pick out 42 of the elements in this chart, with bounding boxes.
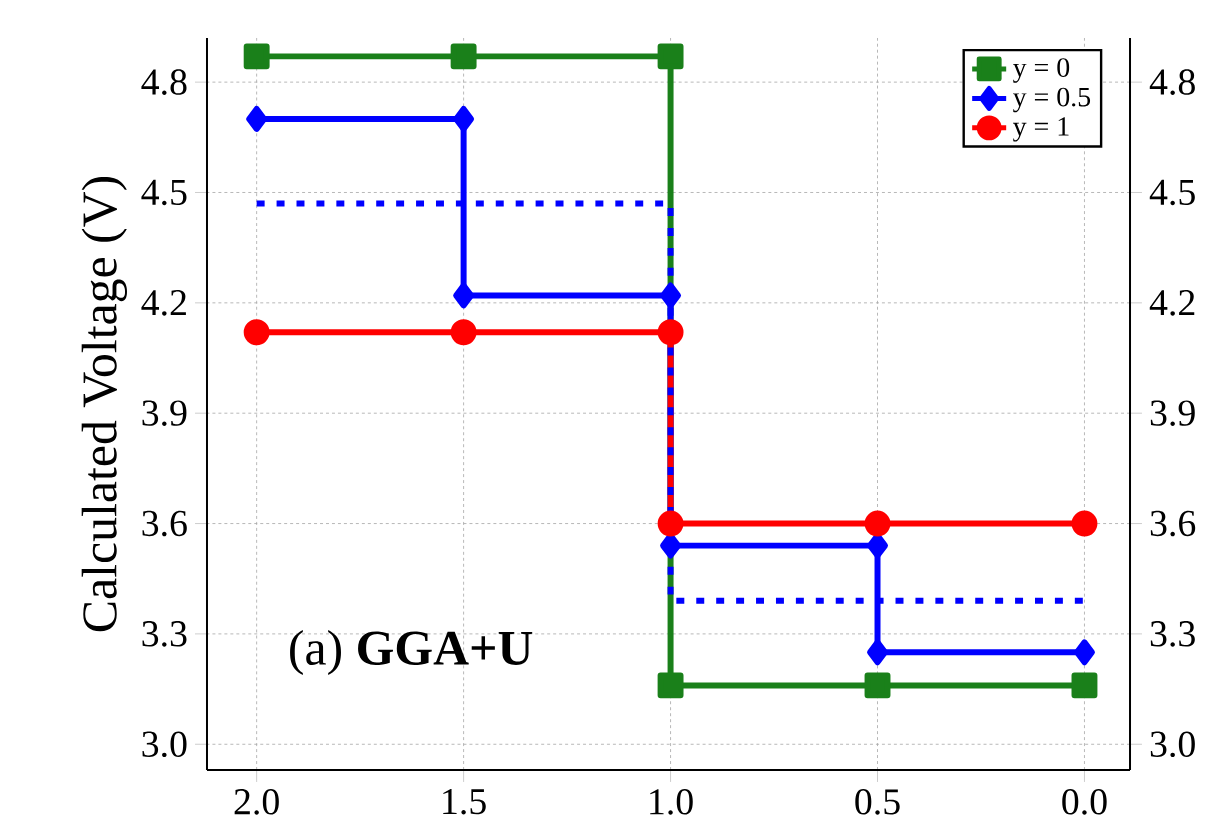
y2-tick-label: 3.3 [1150,621,1195,647]
point [450,319,477,346]
point [657,510,684,537]
point [453,282,475,309]
point [1074,639,1095,666]
point [453,105,475,132]
point [243,319,270,346]
legend-label: y = 0.5 [1013,87,1091,113]
y-tick-label: 3.3 [142,621,187,647]
point [660,282,682,309]
legend-label: y = 0 [1013,58,1070,83]
y2-tick-label: 3.0 [1150,731,1195,758]
y2-tick-label: 4.5 [1149,179,1195,206]
point [864,672,891,699]
y2-tick-label: 3.6 [1150,510,1196,537]
x-tick-label: 1.5 [443,789,486,815]
point [246,105,268,132]
legend-label: y = 1 [1013,117,1069,142]
y-tick-label: 3.6 [142,510,187,537]
y-tick-label: 4.8 [141,69,187,95]
y-tick-label: 3.0 [142,731,187,758]
x-tick-label: 0.5 [855,789,900,815]
point [1071,510,1098,537]
point [657,43,684,70]
point [657,319,684,346]
y2-tick-label: 3.9 [1150,400,1195,426]
x-tick-label: 0.0 [1062,789,1107,815]
point [450,43,477,70]
x-tick-label: 2.0 [234,789,279,815]
point [864,510,891,537]
point [243,43,270,70]
y-tick-label: 3.9 [142,400,187,426]
annotation: (a) GGA+U [290,629,533,676]
point [1071,672,1098,699]
y-tick-label: 4.2 [141,290,186,316]
y2-tick-label: 4.8 [1149,69,1195,95]
y2-tick-label: 4.2 [1149,290,1195,316]
point [867,639,888,666]
y-axis-title: Calculated Voltage (V) [81,176,127,632]
x-tick-label: 1.0 [650,789,693,815]
y-tick-label: 4.5 [141,179,187,206]
point [657,672,684,699]
